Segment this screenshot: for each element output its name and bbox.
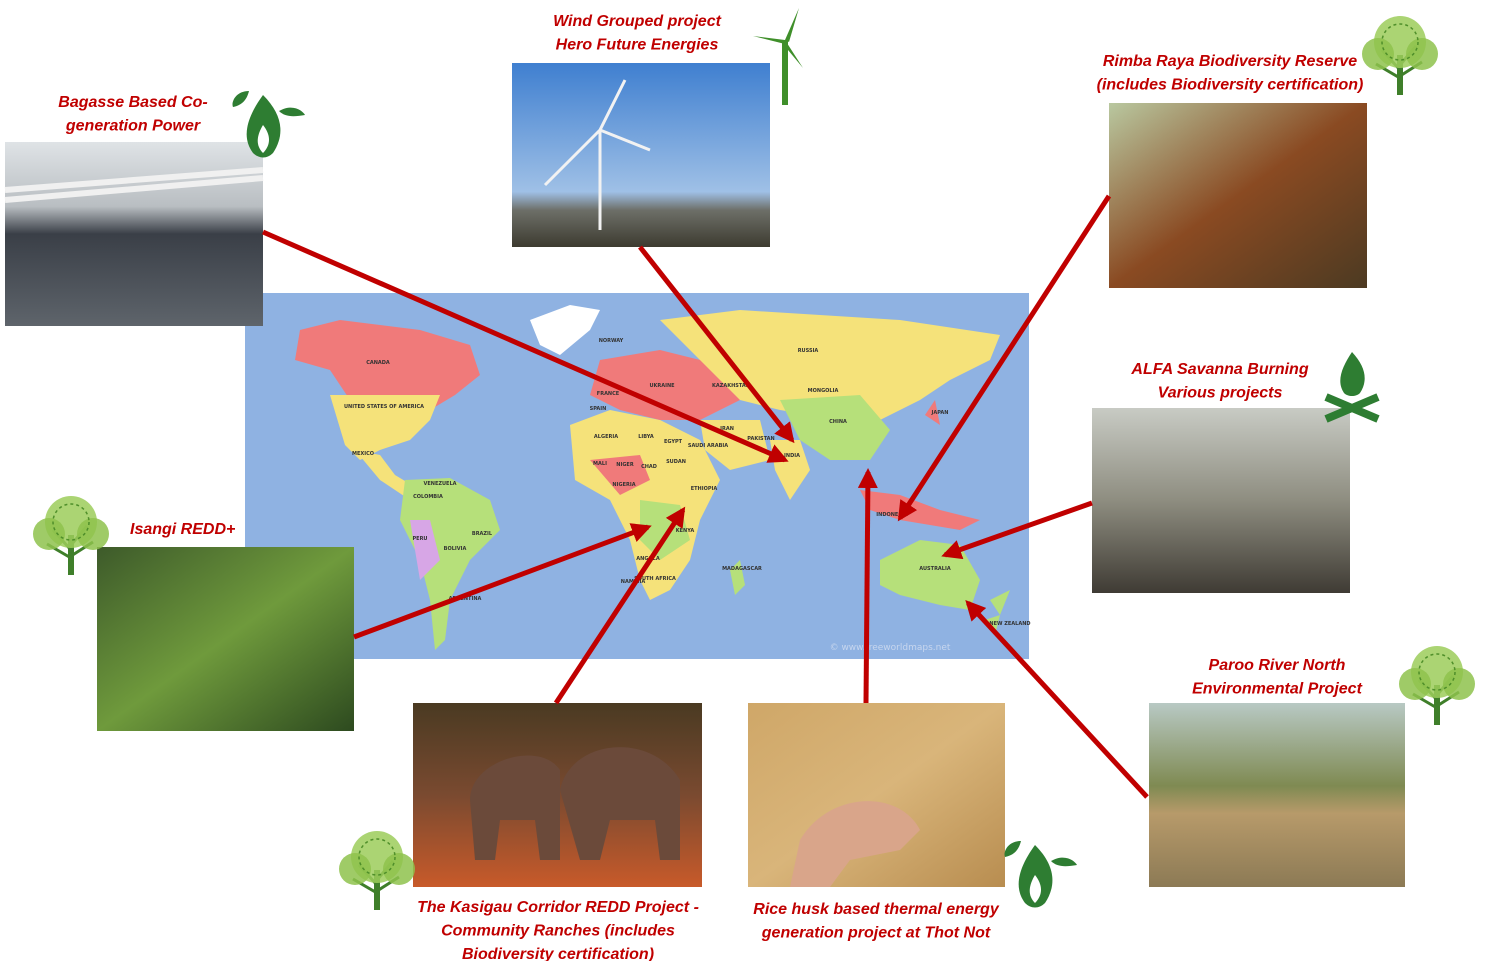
map-label: SPAIN	[590, 406, 607, 412]
map-label: NEW ZEALAND	[989, 621, 1030, 627]
forest-photo	[97, 547, 354, 731]
project-title: Community Ranches (includes	[441, 923, 675, 940]
project-title: Wind Grouped project	[553, 13, 722, 30]
rice-photo	[748, 703, 1005, 887]
project-title: generation Power	[65, 118, 201, 135]
map-label: © www.freeworldmaps.net	[830, 643, 951, 653]
infographic: CANADA UNITED STATES OF AMERICA MEXICO VENE…	[0, 0, 1489, 961]
project-title: (includes Biodiversity certification)	[1097, 77, 1364, 94]
orangutan-photo	[1109, 103, 1367, 288]
project-title: Rimba Raya Biodiversity Reserve	[1103, 53, 1357, 70]
project-title: Bagasse Based Co-	[58, 94, 207, 111]
map-label: MALI	[593, 461, 607, 467]
tree-icon	[1362, 16, 1438, 95]
bagasse-photo	[5, 142, 263, 326]
project-title: The Kasigau Corridor REDD Project -	[417, 899, 699, 916]
tree-icon	[339, 831, 415, 910]
map-label: CHINA	[829, 419, 847, 425]
map-label: SAUDI ARABIA	[688, 443, 728, 449]
map-label: VENEZUELA	[423, 481, 456, 487]
map-label: UKRAINE	[649, 383, 675, 389]
map-label: MADAGASCAR	[722, 566, 762, 572]
project-title: ALFA Savanna Burning	[1130, 361, 1308, 378]
map-label: CHAD	[641, 464, 657, 470]
map-label: MONGOLIA	[808, 388, 839, 394]
map-label: LIBYA	[638, 434, 654, 440]
project-title: Paroo River North	[1209, 657, 1346, 674]
project-title: Rice husk based thermal energy	[753, 901, 1000, 918]
map-label: BRAZIL	[472, 531, 493, 537]
map-label: KENYA	[676, 528, 695, 534]
map-label: FRANCE	[597, 391, 620, 397]
map-label: BOLIVIA	[444, 546, 467, 552]
map-label: COLOMBIA	[413, 494, 443, 500]
project-title: generation project at Thot Not	[761, 925, 991, 942]
map-label: KAZAKHSTAN	[712, 383, 750, 389]
map-label: AUSTRALIA	[919, 566, 951, 572]
project-title: Hero Future Energies	[556, 37, 719, 54]
map-label: ALGERIA	[594, 434, 618, 440]
project-title: Biodiversity certification)	[462, 946, 654, 961]
map-label: JAPAN	[931, 410, 949, 416]
map-label: NORWAY	[599, 338, 624, 344]
river-photo	[1149, 703, 1405, 887]
world-map	[245, 293, 1029, 659]
project-title: Environmental Project	[1192, 681, 1362, 698]
project-title: Various projects	[1158, 385, 1283, 402]
map-label: INDIA	[784, 453, 800, 459]
flame-icon	[1005, 841, 1077, 908]
map-label: UNITED STATES OF AMERICA	[344, 404, 424, 410]
map-label: NIGERIA	[612, 482, 635, 488]
tree-icon	[1399, 646, 1475, 725]
map-label: CANADA	[366, 360, 390, 366]
map-label: EGYPT	[664, 439, 683, 445]
map-label: RUSSIA	[798, 348, 819, 354]
map-label: PAKISTAN	[747, 436, 775, 442]
map-label: PERU	[413, 536, 428, 542]
map-label: SUDAN	[666, 459, 686, 465]
wind-photo	[512, 63, 770, 247]
project-title: Isangi REDD+	[130, 521, 235, 538]
map-label: ETHIOPIA	[691, 486, 718, 492]
map-label: MEXICO	[352, 451, 374, 457]
map-label: NIGER	[616, 462, 634, 468]
savanna-photo	[1092, 408, 1350, 593]
